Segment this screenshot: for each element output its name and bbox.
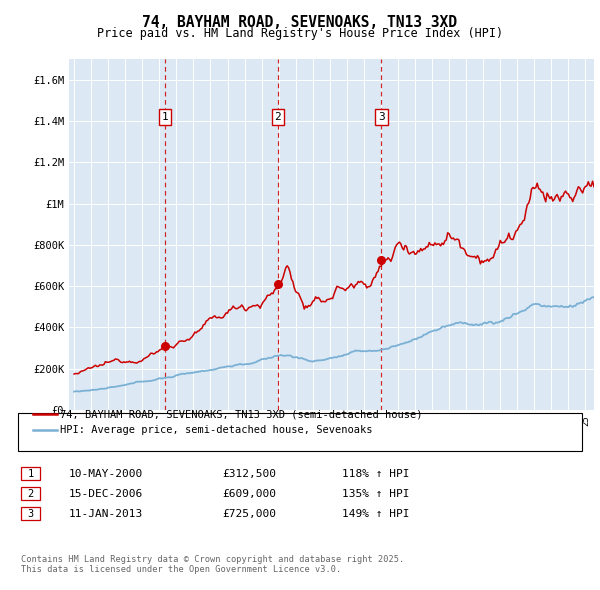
Text: £312,500: £312,500 (222, 469, 276, 478)
Text: 149% ↑ HPI: 149% ↑ HPI (342, 509, 409, 519)
Text: 3: 3 (378, 112, 385, 122)
Text: 74, BAYHAM ROAD, SEVENOAKS, TN13 3XD (semi-detached house): 74, BAYHAM ROAD, SEVENOAKS, TN13 3XD (se… (60, 409, 422, 419)
Text: 2: 2 (275, 112, 281, 122)
Text: 2: 2 (28, 489, 34, 499)
Text: 118% ↑ HPI: 118% ↑ HPI (342, 469, 409, 478)
Text: 74, BAYHAM ROAD, SEVENOAKS, TN13 3XD: 74, BAYHAM ROAD, SEVENOAKS, TN13 3XD (143, 15, 458, 30)
Text: 10-MAY-2000: 10-MAY-2000 (69, 469, 143, 478)
Text: 3: 3 (28, 509, 34, 519)
Text: 1: 1 (28, 469, 34, 478)
Text: Contains HM Land Registry data © Crown copyright and database right 2025.
This d: Contains HM Land Registry data © Crown c… (21, 555, 404, 574)
Text: 1: 1 (162, 112, 169, 122)
Text: 15-DEC-2006: 15-DEC-2006 (69, 489, 143, 499)
Text: HPI: Average price, semi-detached house, Sevenoaks: HPI: Average price, semi-detached house,… (60, 425, 373, 435)
Text: 135% ↑ HPI: 135% ↑ HPI (342, 489, 409, 499)
Text: £609,000: £609,000 (222, 489, 276, 499)
Text: Price paid vs. HM Land Registry's House Price Index (HPI): Price paid vs. HM Land Registry's House … (97, 27, 503, 40)
Text: £725,000: £725,000 (222, 509, 276, 519)
Text: 11-JAN-2013: 11-JAN-2013 (69, 509, 143, 519)
